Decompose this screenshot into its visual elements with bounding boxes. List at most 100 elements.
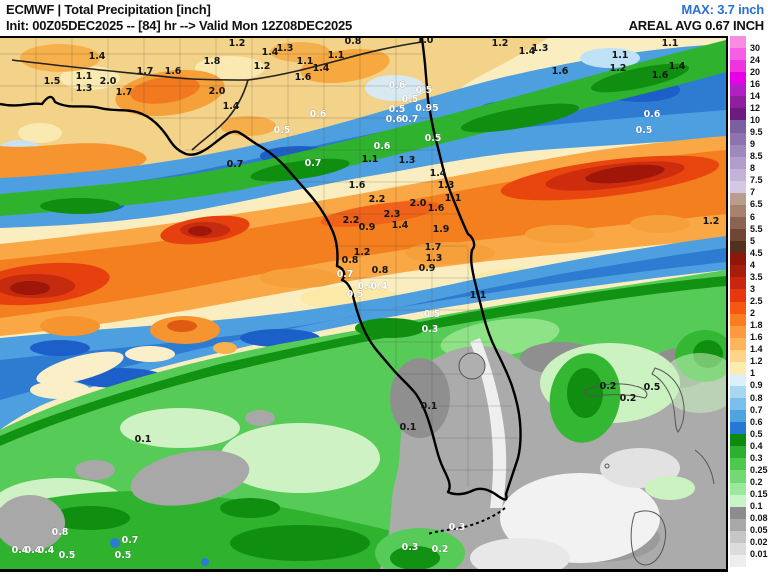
colorbar-cell xyxy=(730,144,746,158)
colorbar-label: 16 xyxy=(750,78,761,89)
precip-label: 0.3 xyxy=(402,542,419,553)
colorbar-cell xyxy=(730,349,746,363)
precip-label: 0.4 xyxy=(38,545,55,556)
precip-label: 1.1 xyxy=(297,56,314,67)
precip-label: 0.5 xyxy=(424,309,441,320)
precip-label: 0.1 xyxy=(135,434,152,445)
colorbar-label: 9.5 xyxy=(750,127,763,138)
florida-coastline xyxy=(0,38,522,501)
colorbar-label: 2 xyxy=(750,308,756,319)
precip-label: 1.8 xyxy=(204,56,221,67)
precip-label: 0.1 xyxy=(421,401,438,412)
colorbar-label: 0.2 xyxy=(750,477,763,488)
colorbar-cell xyxy=(730,289,746,302)
colorbar-label: 0.05 xyxy=(750,525,768,536)
precip-label: 1.4 xyxy=(392,220,409,231)
colorbar-cell xyxy=(730,204,746,218)
precip-label: 1.4 xyxy=(89,51,106,62)
colorbar-label: 7.5 xyxy=(750,175,763,186)
colorbar-cell xyxy=(730,470,746,484)
precip-label: 1.9 xyxy=(433,224,450,235)
colorbar-label: 6 xyxy=(750,211,756,222)
precip-label: 0.2 xyxy=(620,393,637,404)
color-scale: 30 24 20 16 14 12 10 9.5 9 8.5 8 7.5 7 6.5 6 5.5 5 4.5 4 3.… xyxy=(730,36,768,570)
colorbar-label: 6.5 xyxy=(750,199,763,210)
precip-label: 1.7 xyxy=(116,87,133,98)
precip-label: 0.7 xyxy=(337,269,354,280)
precip-label: 1.2 xyxy=(492,38,509,49)
colorbar-label: 24 xyxy=(750,54,761,65)
colorbar-label: 0.02 xyxy=(750,537,768,548)
precip-label: 0.5 xyxy=(347,289,364,300)
colorbar-label: 3 xyxy=(750,283,756,294)
precip-label: 1.3 xyxy=(76,83,93,94)
precip-label: 0.2 xyxy=(432,544,449,555)
precip-label: 0.7 xyxy=(402,114,419,125)
precip-label: 0.5 xyxy=(389,104,406,115)
precip-label: 0.6 xyxy=(310,109,327,120)
precip-label: 2.2 xyxy=(343,215,360,226)
colorbar-label: 5.5 xyxy=(750,223,763,234)
precip-label: 1.7 xyxy=(137,66,154,77)
colorbar-label: 0.7 xyxy=(750,404,763,415)
colorbar-cell xyxy=(730,554,746,568)
colorbar-cell xyxy=(730,506,746,520)
precip-label: 1.2 xyxy=(354,247,371,258)
colorbar-cell xyxy=(730,325,746,339)
precip-label: 0.6 xyxy=(644,109,661,120)
colorbar-cell xyxy=(730,192,746,206)
precip-label: 1.4 xyxy=(430,168,447,179)
colorbar-label: 0.8 xyxy=(750,392,763,403)
precip-label: 1.1 xyxy=(612,50,629,61)
colorbar-cell xyxy=(730,385,746,399)
colorbar-cell xyxy=(730,48,746,61)
colorbar-label: 12 xyxy=(750,102,761,113)
precip-label: 1.1 xyxy=(662,38,679,49)
colorbar-cell xyxy=(730,313,746,327)
precipitation-map: 1.4 1.5 1.1 1.3 2.0 1.7 1.7 1.6 1.8 1.2 2.0 1.4 1.2 1… xyxy=(0,36,728,572)
colorbar-cell xyxy=(730,36,746,49)
colorbar-label: 0.5 xyxy=(750,428,763,439)
colorbar-label: 0.6 xyxy=(750,416,763,427)
precip-label: 1.3 xyxy=(399,155,416,166)
colorbar-cell xyxy=(730,120,746,134)
colorbar-cell xyxy=(730,180,746,194)
colorbar-cell xyxy=(730,494,746,508)
colorbar-label: 0.3 xyxy=(750,452,763,463)
colorbar-cell xyxy=(730,156,746,170)
precip-label: 1.3 xyxy=(426,253,443,264)
colorbar-cell xyxy=(730,458,746,471)
precip-label: 0.6 xyxy=(386,114,403,125)
precip-label: 0.95 xyxy=(415,103,438,114)
max-value-label: MAX: 3.7 inch xyxy=(681,2,764,17)
precip-label: 1.3 xyxy=(438,180,455,191)
colorbar-label: 0.08 xyxy=(750,513,768,524)
colorbar-label: 4.5 xyxy=(750,247,763,258)
colorbar-label: 14 xyxy=(750,90,761,101)
header: ECMWF | Total Precipitation [inch] Init:… xyxy=(0,0,768,36)
precip-label: 1.4 xyxy=(669,61,686,72)
precip-label: 1.5 xyxy=(44,76,61,87)
colorbar-label: 1.2 xyxy=(750,356,763,367)
colorbar-label: 1.8 xyxy=(750,320,763,331)
precip-label: 1.1 xyxy=(470,290,487,301)
precip-label: 1.4 xyxy=(223,101,240,112)
colorbar-label: 0.1 xyxy=(750,501,763,512)
precip-label: 0.2 xyxy=(600,381,617,392)
precip-label: 0.5 xyxy=(115,550,132,561)
colorbar-label: 10 xyxy=(750,114,761,125)
colorbar-cell xyxy=(730,361,746,375)
colorbar-label: 1 xyxy=(750,368,756,379)
precip-label: 0.1 xyxy=(400,422,417,433)
colorbar-label: 1.4 xyxy=(750,344,763,355)
colorbar-label: 2.5 xyxy=(750,296,763,306)
colorbar-cell xyxy=(730,518,746,532)
areal-avg-label: AREAL AVG 0.67 INCH xyxy=(628,18,765,33)
colorbar-cell xyxy=(730,72,746,85)
precip-label: 0.5 xyxy=(425,133,442,144)
precip-label: 0.4 xyxy=(12,545,29,556)
precip-label: 1.4 xyxy=(262,47,279,58)
colorbar-label: 20 xyxy=(750,66,761,77)
map-title: ECMWF | Total Precipitation [inch] xyxy=(6,2,211,17)
